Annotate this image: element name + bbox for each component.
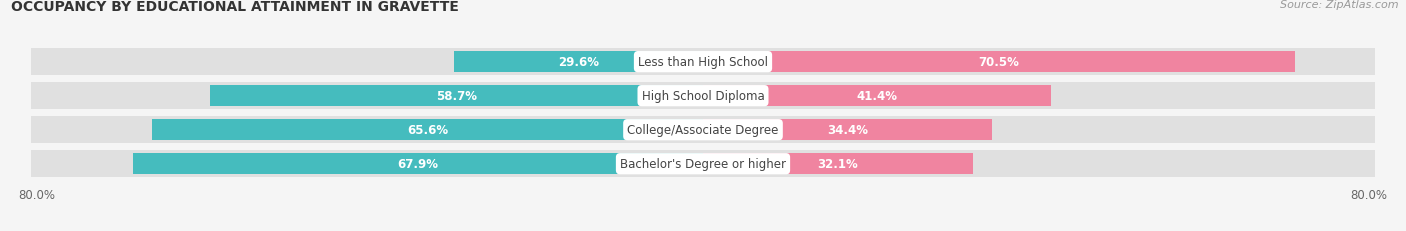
Text: Source: ZipAtlas.com: Source: ZipAtlas.com: [1281, 0, 1399, 10]
Bar: [31, 83, 703, 109]
Bar: [209, 86, 703, 107]
Bar: [703, 86, 1050, 107]
Text: 70.5%: 70.5%: [979, 56, 1019, 69]
Text: OCCUPANCY BY EDUCATIONAL ATTAINMENT IN GRAVETTE: OCCUPANCY BY EDUCATIONAL ATTAINMENT IN G…: [11, 0, 460, 14]
Bar: [703, 151, 1375, 177]
Text: 67.9%: 67.9%: [398, 158, 439, 170]
Text: Bachelor's Degree or higher: Bachelor's Degree or higher: [620, 158, 786, 170]
Text: Less than High School: Less than High School: [638, 56, 768, 69]
Text: 32.1%: 32.1%: [817, 158, 858, 170]
Text: High School Diploma: High School Diploma: [641, 90, 765, 103]
Text: College/Associate Degree: College/Associate Degree: [627, 124, 779, 137]
Text: 29.6%: 29.6%: [558, 56, 599, 69]
Bar: [703, 49, 1375, 76]
Bar: [31, 117, 703, 143]
Text: 58.7%: 58.7%: [436, 90, 477, 103]
Text: 80.0%: 80.0%: [18, 188, 55, 201]
Text: 41.4%: 41.4%: [856, 90, 897, 103]
Bar: [454, 52, 703, 73]
Text: 80.0%: 80.0%: [1351, 188, 1388, 201]
Bar: [31, 151, 703, 177]
Bar: [703, 52, 1295, 73]
Bar: [703, 83, 1375, 109]
Bar: [132, 154, 703, 174]
Bar: [703, 154, 973, 174]
Bar: [152, 120, 703, 141]
Text: 65.6%: 65.6%: [406, 124, 449, 137]
Text: 34.4%: 34.4%: [827, 124, 868, 137]
Bar: [703, 117, 1375, 143]
Bar: [703, 120, 993, 141]
Bar: [31, 49, 703, 76]
